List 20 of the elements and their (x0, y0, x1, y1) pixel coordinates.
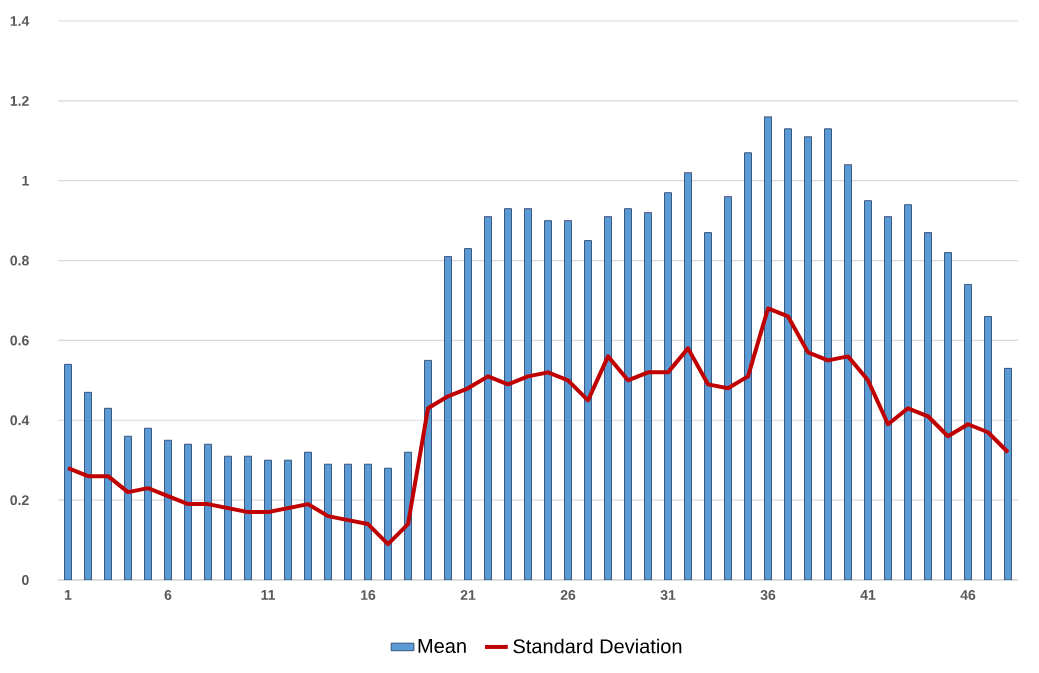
y-tick-label: 1.4 (10, 16, 30, 26)
x-tick-label: 6 (164, 590, 172, 600)
y-tick-label: 0.4 (10, 415, 30, 426)
y-tick-label: 0 (22, 575, 29, 585)
y-tick-label: 1 (22, 175, 29, 186)
y-tick-label: 0.8 (10, 255, 29, 266)
x-tick-label: 21 (460, 590, 476, 600)
y-tick-label: 0.6 (10, 335, 29, 346)
y-tick-label: 0.2 (10, 495, 29, 506)
x-tick-label: 11 (261, 590, 275, 600)
x-tick-label: 31 (660, 590, 676, 600)
legend-label: Mean (418, 639, 466, 654)
x-tick-label: 46 (960, 590, 976, 600)
x-tick-label: 41 (860, 590, 876, 600)
y-tick-label: 1.2 (10, 95, 29, 106)
x-tick-label: 26 (560, 590, 576, 600)
x-tick-label: 1 (64, 590, 72, 600)
x-tick-label: 36 (760, 590, 776, 600)
x-tick-label: 16 (361, 590, 376, 600)
legend-label: Standard Deviation (513, 638, 682, 654)
